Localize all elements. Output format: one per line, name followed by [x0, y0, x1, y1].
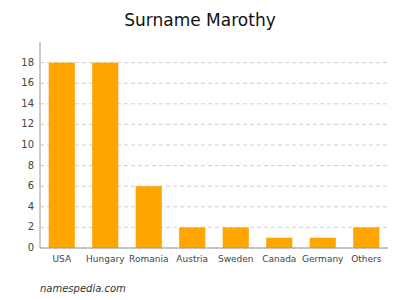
y-tick-label: 18 — [21, 57, 34, 68]
y-ticks: 0 2 4 6 8 10 12 14 16 18 — [21, 57, 34, 253]
bar — [310, 238, 336, 248]
x-tick-label: USA — [52, 254, 71, 264]
y-tick-label: 0 — [28, 242, 34, 253]
grid — [40, 63, 388, 248]
y-tick-label: 12 — [21, 118, 34, 129]
x-tick-label: Austria — [176, 254, 208, 264]
bar — [49, 63, 75, 248]
chart-container: 0 2 4 6 8 10 12 14 16 18 USA Hungary Romania Austria S… — [0, 0, 400, 300]
x-tick-label: Sweden — [218, 254, 254, 264]
x-tick-label: Canada — [262, 254, 296, 264]
x-tick-label: Germany — [302, 254, 344, 264]
y-tick-label: 14 — [21, 98, 34, 109]
bar — [179, 227, 205, 248]
bars — [49, 63, 380, 248]
x-tick-label: Romania — [129, 254, 168, 264]
bar — [136, 186, 162, 248]
y-tick-label: 8 — [28, 160, 34, 171]
y-tick-label: 6 — [28, 180, 34, 191]
annotation: namespedia.com — [40, 283, 126, 294]
x-ticks: USA Hungary Romania Austria Sweden Canada Germ… — [52, 254, 381, 264]
x-tick-label: Hungary — [86, 254, 125, 264]
y-tick-label: 10 — [21, 139, 34, 150]
bar — [223, 227, 249, 248]
y-tick-label: 2 — [28, 221, 34, 232]
x-tick-label: Others — [351, 254, 382, 264]
title: Surname Marothy — [124, 10, 275, 30]
chart-svg: 0 2 4 6 8 10 12 14 16 18 USA Hungary Romania Austria S… — [0, 0, 400, 300]
y-axis-line — [40, 42, 41, 248]
bar — [353, 227, 379, 248]
bar — [266, 238, 292, 248]
y-tick-label: 4 — [28, 201, 34, 212]
bar — [92, 63, 118, 248]
x-axis-line — [40, 248, 388, 249]
y-tick-label: 16 — [21, 77, 34, 88]
grid-line — [40, 248, 388, 249]
